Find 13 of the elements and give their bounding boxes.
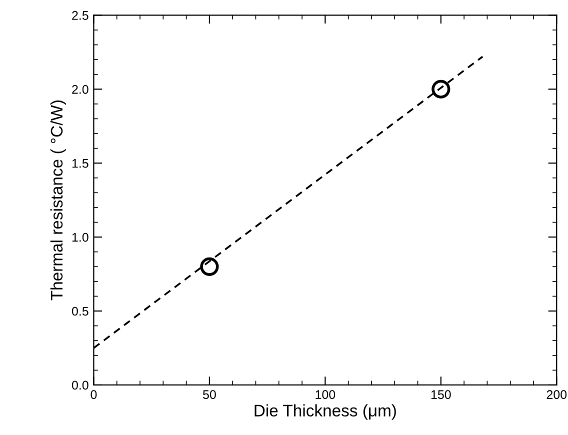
y-tick-label: 2.5 bbox=[72, 11, 88, 20]
x-tick-label: 50 bbox=[203, 390, 216, 400]
y-tick-label: 2.0 bbox=[72, 84, 88, 94]
x-tick-label: 150 bbox=[431, 390, 451, 400]
y-tick-label: 1.5 bbox=[72, 159, 88, 168]
y-tick-label: 0.5 bbox=[72, 306, 88, 316]
x-tick-label: 100 bbox=[316, 390, 336, 400]
x-axis-title: Die Thickness (μm) bbox=[254, 404, 396, 420]
y-tick-label: 1.0 bbox=[72, 232, 88, 242]
y-tick-label: 0.0 bbox=[72, 380, 88, 390]
x-tick-label: 200 bbox=[546, 390, 567, 400]
y-axis-title: Thermal resistance ( °C/W) bbox=[50, 100, 66, 300]
x-tick-label: 0 bbox=[90, 390, 97, 400]
